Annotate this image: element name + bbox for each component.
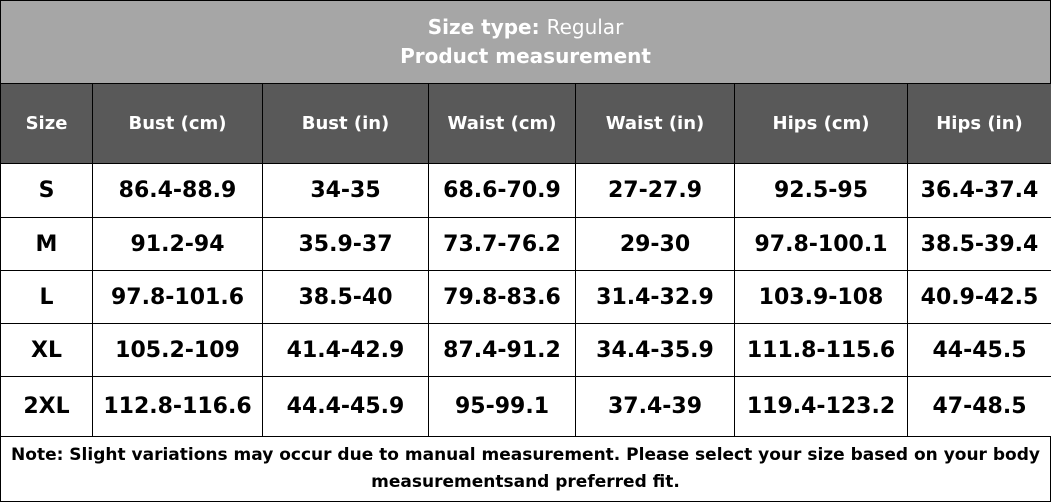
data-cell: 27-27.9 <box>575 163 735 218</box>
title-label: Size type: <box>427 15 540 39</box>
data-cell: 44-45.5 <box>907 323 1051 377</box>
data-cell: 105.2-109 <box>92 323 263 377</box>
data-cell: 37.4-39 <box>575 376 735 437</box>
data-cell: 35.9-37 <box>262 217 429 271</box>
data-cell: 112.8-116.6 <box>92 376 263 437</box>
data-cell: 41.4-42.9 <box>262 323 429 377</box>
data-cell: 34-35 <box>262 163 429 218</box>
data-cell: 97.8-101.6 <box>92 270 263 324</box>
note: Note: Slight variations may occur due to… <box>0 435 1051 502</box>
header-cell: Hips (in) <box>907 83 1051 164</box>
header-cell: Size <box>0 83 93 164</box>
header-cell: Waist (in) <box>575 83 735 164</box>
data-cell: 29-30 <box>575 217 735 271</box>
data-cell: 47-48.5 <box>907 376 1051 437</box>
subtitle: Product measurement <box>400 44 651 68</box>
data-cell: 79.8-83.6 <box>428 270 576 324</box>
data-cell: 91.2-94 <box>92 217 263 271</box>
data-cell: 97.8-100.1 <box>734 217 908 271</box>
data-cell: 86.4-88.9 <box>92 163 263 218</box>
size-cell: 2XL <box>0 376 93 437</box>
size-cell: M <box>0 217 93 271</box>
size-cell: S <box>0 163 93 218</box>
title-value: Regular <box>546 15 624 39</box>
header-cell: Waist (cm) <box>428 83 576 164</box>
data-cell: 31.4-32.9 <box>575 270 735 324</box>
header-cell: Bust (in) <box>262 83 429 164</box>
data-cell: 40.9-42.5 <box>907 270 1051 324</box>
data-cell: 34.4-35.9 <box>575 323 735 377</box>
data-cell: 103.9-108 <box>734 270 908 324</box>
data-cell: 38.5-40 <box>262 270 429 324</box>
data-cell: 95-99.1 <box>428 376 576 437</box>
data-cell: 87.4-91.2 <box>428 323 576 377</box>
data-cell: 36.4-37.4 <box>907 163 1051 218</box>
data-cell: 68.6-70.9 <box>428 163 576 218</box>
data-cell: 119.4-123.2 <box>734 376 908 437</box>
data-cell: 92.5-95 <box>734 163 908 218</box>
header-cell: Hips (cm) <box>734 83 908 164</box>
size-cell: L <box>0 270 93 324</box>
data-cell: 111.8-115.6 <box>734 323 908 377</box>
header-cell: Bust (cm) <box>92 83 263 164</box>
data-cell: 38.5-39.4 <box>907 217 1051 271</box>
data-cell: 44.4-45.9 <box>262 376 429 437</box>
title-block: Size type: Regular Product measurement <box>0 0 1051 84</box>
title-line: Size type: Regular <box>428 13 624 42</box>
data-cell: 73.7-76.2 <box>428 217 576 271</box>
size-cell: XL <box>0 323 93 377</box>
